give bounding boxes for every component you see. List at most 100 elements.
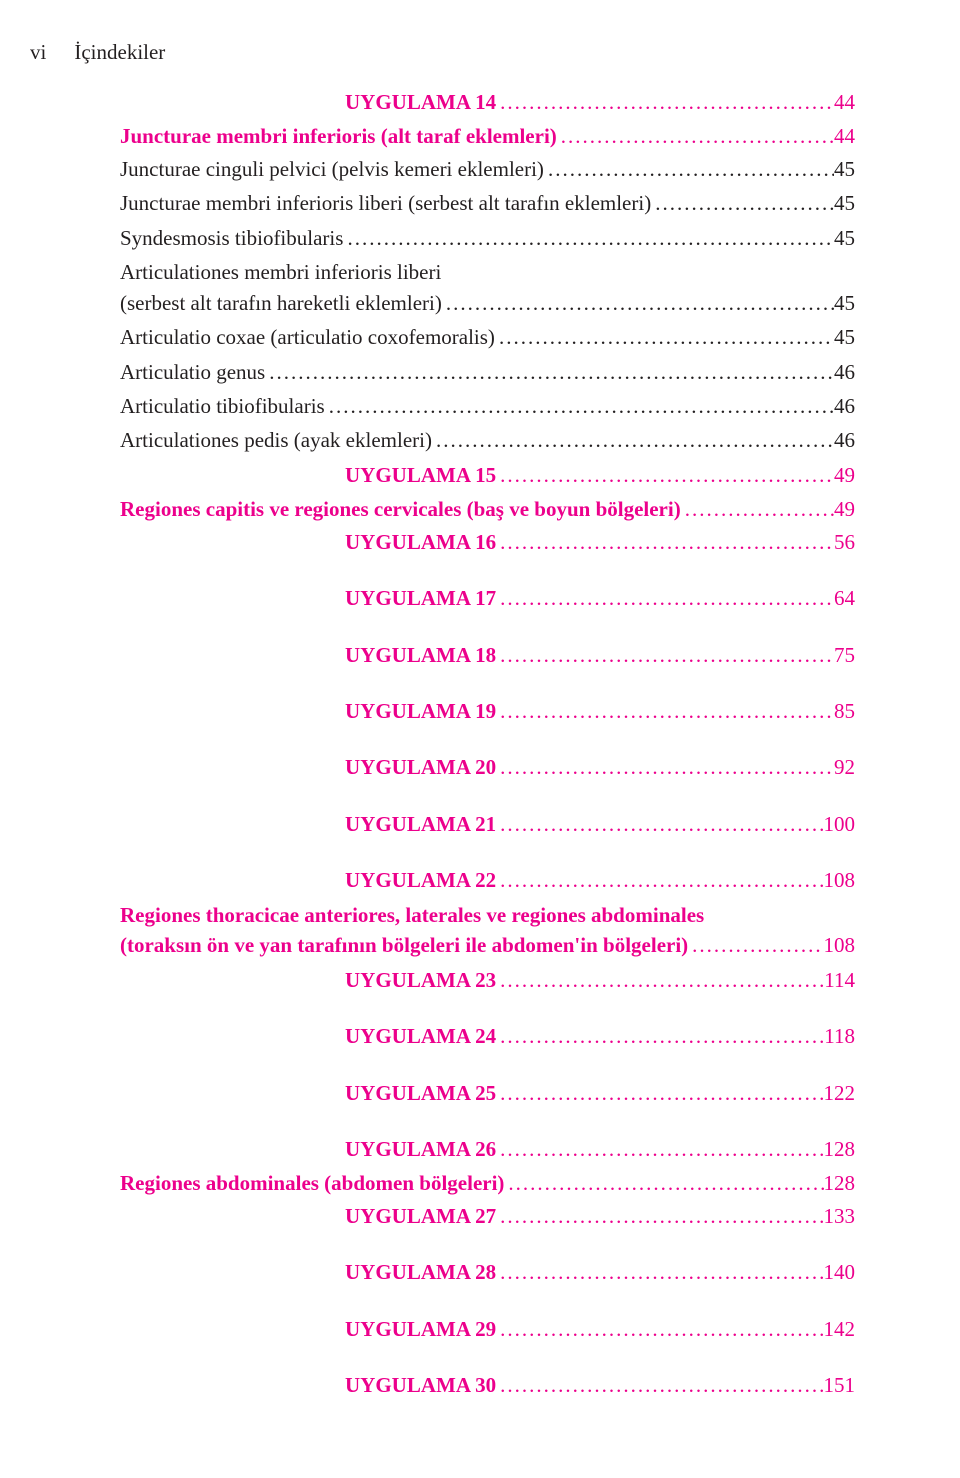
leader-dots (496, 809, 823, 839)
uygulama-label: UYGULAMA 24 (345, 1021, 496, 1051)
toc-uygulama: UYGULAMA 26 128 (345, 1134, 855, 1164)
uygulama-label: UYGULAMA 18 (345, 640, 496, 670)
leader-dots (496, 1078, 823, 1108)
toc-uygulama: UYGULAMA 19 85 (345, 696, 855, 726)
leader-dots (496, 1257, 823, 1287)
uygulama-label: UYGULAMA 27 (345, 1201, 496, 1231)
toc-item: Juncturae cinguli pelvici (pelvis kemeri… (120, 154, 855, 184)
toc-section: Regiones abdominales (abdomen bölgeleri)… (120, 1168, 855, 1198)
uygulama-page: 64 (834, 583, 855, 613)
item-label: Juncturae membri inferioris liberi (serb… (120, 188, 651, 218)
leader-dots (496, 460, 834, 490)
section-label-line2: (toraksın ön ve yan tarafının bölgeleri … (120, 930, 688, 960)
leader-dots (495, 322, 834, 352)
item-label: Syndesmosis tibiofibularis (120, 223, 343, 253)
uygulama-label: UYGULAMA 21 (345, 809, 496, 839)
leader-dots (496, 87, 834, 117)
leader-dots (544, 154, 834, 184)
toc-uygulama: UYGULAMA 22 108 (345, 865, 855, 895)
leader-dots (496, 696, 834, 726)
section-label: Regiones abdominales (abdomen bölgeleri) (120, 1168, 504, 1198)
leader-dots (496, 752, 834, 782)
uygulama-page: 118 (824, 1021, 855, 1051)
uygulama-label: UYGULAMA 26 (345, 1134, 496, 1164)
uygulama-page: 85 (834, 696, 855, 726)
uygulama-page: 133 (824, 1201, 856, 1231)
uygulama-label: UYGULAMA 22 (345, 865, 496, 895)
section-label-line1: Regiones thoracicae anteriores, laterale… (120, 900, 855, 930)
toc-uygulama: UYGULAMA 15 49 (345, 460, 855, 490)
uygulama-label: UYGULAMA 19 (345, 696, 496, 726)
toc-section: Juncturae membri inferioris (alt taraf e… (120, 121, 855, 151)
leader-dots (496, 1370, 823, 1400)
page: vi İçindekiler UYGULAMA 14 44 Juncturae … (0, 0, 960, 1445)
toc-uygulama: UYGULAMA 29 142 (345, 1314, 855, 1344)
leader-dots (557, 121, 834, 151)
toc-uygulama: UYGULAMA 27 133 (345, 1201, 855, 1231)
item-label: Juncturae cinguli pelvici (pelvis kemeri… (120, 154, 544, 184)
running-header: vi İçindekiler (30, 40, 855, 65)
leader-dots (265, 357, 834, 387)
uygulama-page: 56 (834, 527, 855, 557)
toc-uygulama: UYGULAMA 28 140 (345, 1257, 855, 1287)
toc-uygulama: UYGULAMA 25 122 (345, 1078, 855, 1108)
section-page: 108 (824, 930, 856, 960)
item-page: 46 (834, 357, 855, 387)
toc-item: Juncturae membri inferioris liberi (serb… (120, 188, 855, 218)
uygulama-page: 122 (824, 1078, 856, 1108)
uygulama-label: UYGULAMA 14 (345, 87, 496, 117)
toc-item: Syndesmosis tibiofibularis 45 (120, 223, 855, 253)
uygulama-label: UYGULAMA 29 (345, 1314, 496, 1344)
uygulama-page: 75 (834, 640, 855, 670)
toc-uygulama: UYGULAMA 30 151 (345, 1370, 855, 1400)
uygulama-page: 100 (824, 809, 856, 839)
section-page: 44 (834, 121, 855, 151)
section-page: 128 (824, 1168, 856, 1198)
item-page: 46 (834, 425, 855, 455)
item-page: 45 (834, 154, 855, 184)
header-title: İçindekiler (74, 40, 165, 65)
page-number-top: vi (30, 40, 46, 65)
item-label: Articulatio genus (120, 357, 265, 387)
toc-uygulama: UYGULAMA 14 44 (345, 87, 855, 117)
item-page: 45 (834, 188, 855, 218)
section-label: Regiones capitis ve regiones cervicales … (120, 494, 681, 524)
leader-dots (343, 223, 834, 253)
toc-uygulama: UYGULAMA 23 114 (345, 965, 855, 995)
toc-uygulama: UYGULAMA 17 64 (345, 583, 855, 613)
uygulama-label: UYGULAMA 30 (345, 1370, 496, 1400)
item-label: Articulatio coxae (articulatio coxofemor… (120, 322, 495, 352)
uygulama-page: 151 (824, 1370, 856, 1400)
uygulama-label: UYGULAMA 23 (345, 965, 496, 995)
item-label-line1: Articulationes membri inferioris liberi (120, 257, 855, 287)
uygulama-page: 128 (824, 1134, 856, 1164)
toc-section-multiline: Regiones thoracicae anteriores, laterale… (120, 900, 855, 961)
uygulama-page: 108 (824, 865, 856, 895)
leader-dots (496, 640, 834, 670)
uygulama-page: 44 (834, 87, 855, 117)
toc-item-multiline: Articulationes membri inferioris liberi … (120, 257, 855, 318)
leader-dots (496, 965, 824, 995)
toc-uygulama: UYGULAMA 21 100 (345, 809, 855, 839)
leader-dots (496, 1314, 823, 1344)
toc-item: Articulatio genus 46 (120, 357, 855, 387)
toc-item: Articulatio coxae (articulatio coxofemor… (120, 322, 855, 352)
toc-section: Regiones capitis ve regiones cervicales … (120, 494, 855, 524)
uygulama-page: 140 (824, 1257, 856, 1287)
item-label: Articulationes pedis (ayak eklemleri) (120, 425, 432, 455)
toc-content: UYGULAMA 14 44 Juncturae membri inferior… (30, 87, 855, 1401)
leader-dots (442, 288, 834, 318)
uygulama-page: 142 (824, 1314, 856, 1344)
uygulama-page: 92 (834, 752, 855, 782)
leader-dots (496, 1201, 823, 1231)
toc-uygulama: UYGULAMA 18 75 (345, 640, 855, 670)
toc-uygulama: UYGULAMA 20 92 (345, 752, 855, 782)
item-page: 45 (834, 322, 855, 352)
item-page: 45 (834, 223, 855, 253)
toc-uygulama: UYGULAMA 16 56 (345, 527, 855, 557)
uygulama-page: 49 (834, 460, 855, 490)
uygulama-label: UYGULAMA 17 (345, 583, 496, 613)
toc-item: Articulatio tibiofibularis 46 (120, 391, 855, 421)
toc-item: Articulationes pedis (ayak eklemleri) 46 (120, 425, 855, 455)
item-label-line2: (serbest alt tarafın hareketli eklemleri… (120, 288, 442, 318)
